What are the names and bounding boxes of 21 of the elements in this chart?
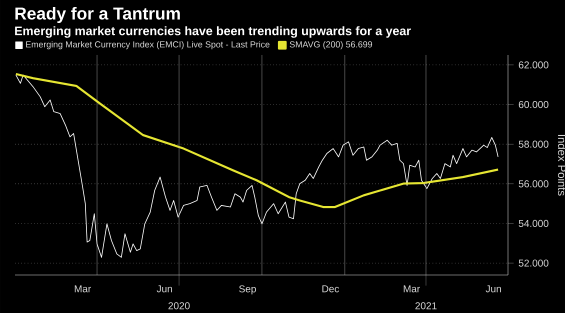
x-tick-label: Dec <box>322 285 340 292</box>
line-series <box>16 74 498 258</box>
x-tick-label: Jun <box>486 285 501 292</box>
x-tick-label: Sep <box>239 285 256 294</box>
x2-tick-label: 2021 <box>415 302 437 310</box>
line-series <box>14 73 500 208</box>
y-tick-label: 52.000 <box>518 260 548 267</box>
y-tick-label: 56.000 <box>518 180 548 188</box>
chart-title: Ready for a Tantrum <box>15 7 180 24</box>
y-tick-label: 60.000 <box>518 101 548 108</box>
y-tick-label: 54.000 <box>518 220 548 228</box>
x-tick-label: Mar <box>74 285 92 292</box>
chart-subtitle: Emerging market currencies have been trending upwards for a year <box>15 26 411 38</box>
y-tick-label: 62.000 <box>518 62 548 69</box>
legend-label: Emerging Market Currency Index (EMCI) Live Spot - Last Price <box>26 41 270 50</box>
x2-tick-label: 2020 <box>168 302 190 310</box>
x-tick-label: Jun <box>156 285 172 292</box>
legend-label: SMAVG (200) 56.699 <box>290 41 372 50</box>
y-axis-title: Index Points <box>558 135 566 196</box>
x-tick-label: Mar <box>404 285 420 292</box>
y-tick-label: 58.000 <box>518 140 548 148</box>
